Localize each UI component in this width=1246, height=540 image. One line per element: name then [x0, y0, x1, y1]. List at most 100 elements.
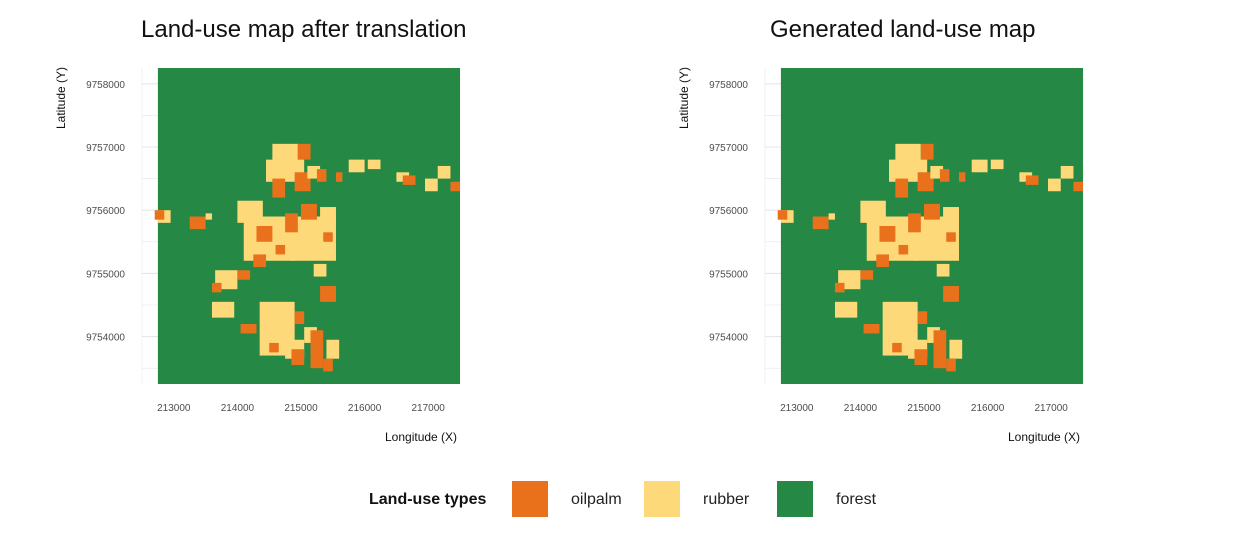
x-tick-label: 215000 [907, 403, 941, 414]
oilpalm-patch [914, 349, 928, 366]
x-axis-label: Longitude (X) [1008, 430, 1081, 444]
oilpalm-patch [933, 330, 947, 369]
legend-title: Land-use types [369, 491, 487, 508]
oilpalm-patch [269, 342, 279, 353]
oilpalm-patch [320, 286, 336, 302]
oilpalm-patch [898, 244, 909, 255]
chart-panel-right: Generated land-use map Latitude (Y) Long… [623, 0, 1246, 460]
rubber-patch [326, 339, 340, 359]
oilpalm-patch [154, 210, 165, 220]
y-tick-label: 9754000 [709, 333, 748, 344]
x-tick-label: 216000 [971, 403, 1005, 414]
oilpalm-patch [335, 172, 343, 182]
oilpalm-patch [924, 203, 940, 220]
land-use-map-plot: 213000 214000 215000 216000 217000 9754000 975… [86, 68, 461, 414]
rubber-patch [205, 213, 212, 220]
oilpalm-patch [876, 254, 890, 268]
x-axis-label: Longitude (X) [385, 430, 458, 444]
legend-key-rubber [644, 481, 680, 517]
rubber-patch [1060, 165, 1074, 179]
oilpalm-patch [812, 216, 829, 230]
chart-title: Land-use map after translation [141, 16, 467, 43]
oilpalm-patch [943, 286, 959, 302]
oilpalm-patch [323, 358, 333, 372]
rubber-patch [320, 207, 336, 223]
oilpalm-patch [211, 282, 222, 293]
x-tick-label: 217000 [1035, 403, 1069, 414]
y-tick-label: 9755000 [86, 269, 125, 280]
legend-key-oilpalm [512, 481, 548, 517]
oilpalm-patch [450, 181, 460, 192]
x-tick-label: 214000 [221, 403, 255, 414]
oilpalm-patch [323, 232, 333, 242]
legend-label-forest: forest [836, 491, 877, 508]
oilpalm-patch [958, 172, 966, 182]
y-tick-label: 9757000 [709, 143, 748, 154]
y-tick-label: 9757000 [86, 143, 125, 154]
oilpalm-patch [256, 226, 273, 242]
rubber-patch [367, 159, 381, 170]
oilpalm-patch [253, 254, 267, 268]
oilpalm-patch [917, 311, 928, 324]
rubber-patch [949, 339, 963, 359]
oilpalm-patch [860, 270, 874, 280]
oilpalm-patch [285, 213, 298, 233]
oilpalm-patch [939, 169, 950, 182]
oilpalm-patch [297, 143, 311, 160]
oilpalm-patch [316, 169, 327, 182]
y-tick-label: 9758000 [709, 80, 748, 91]
x-tick-label: 217000 [412, 403, 446, 414]
oilpalm-patch [946, 232, 956, 242]
oilpalm-patch [946, 358, 956, 372]
legend-key-forest [777, 481, 813, 517]
oilpalm-patch [402, 175, 416, 185]
oilpalm-patch [834, 282, 845, 293]
chart-panel-left: Land-use map after translation Latitude … [0, 0, 623, 460]
rubber-patch [313, 263, 327, 277]
rubber-patch [930, 165, 944, 179]
oilpalm-patch [920, 143, 934, 160]
oilpalm-patch [310, 330, 324, 369]
rubber-patch [425, 178, 438, 192]
chart-title: Generated land-use map [770, 16, 1036, 43]
rubber-patch [437, 165, 451, 179]
oilpalm-patch [291, 349, 305, 366]
rubber-patch [1048, 178, 1061, 192]
land-use-map-plot: 213000 214000 215000 216000 217000 9754000 975… [709, 68, 1084, 414]
y-tick-label: 9755000 [709, 269, 748, 280]
oilpalm-patch [863, 323, 880, 334]
oilpalm-patch [189, 216, 206, 230]
rubber-patch [266, 159, 305, 182]
x-tick-label: 213000 [780, 403, 814, 414]
oilpalm-patch [895, 178, 909, 198]
y-tick-label: 9756000 [86, 206, 125, 217]
x-tick-label: 213000 [157, 403, 191, 414]
oilpalm-patch [294, 311, 305, 324]
x-tick-label: 216000 [348, 403, 382, 414]
rubber-patch [834, 301, 858, 318]
oilpalm-patch [275, 244, 286, 255]
oilpalm-patch [1073, 181, 1083, 192]
rubber-patch [828, 213, 835, 220]
y-tick-label: 9756000 [709, 206, 748, 217]
legend-label-rubber: rubber [703, 491, 750, 508]
oilpalm-patch [917, 172, 934, 192]
x-tick-label: 214000 [844, 403, 878, 414]
legend: Land-use types oilpalm rubber forest [0, 481, 1246, 521]
oilpalm-patch [301, 203, 317, 220]
rubber-patch [971, 159, 988, 173]
oilpalm-patch [879, 226, 896, 242]
oilpalm-patch [237, 270, 251, 280]
rubber-patch [348, 159, 365, 173]
rubber-patch [211, 301, 235, 318]
oilpalm-patch [294, 172, 311, 192]
rubber-patch [990, 159, 1004, 170]
y-tick-label: 9754000 [86, 333, 125, 344]
x-tick-label: 215000 [284, 403, 318, 414]
y-tick-label: 9758000 [86, 80, 125, 91]
oilpalm-patch [908, 213, 921, 233]
rubber-patch [936, 263, 950, 277]
legend-label-oilpalm: oilpalm [571, 491, 622, 508]
oilpalm-patch [1025, 175, 1039, 185]
oilpalm-patch [240, 323, 257, 334]
